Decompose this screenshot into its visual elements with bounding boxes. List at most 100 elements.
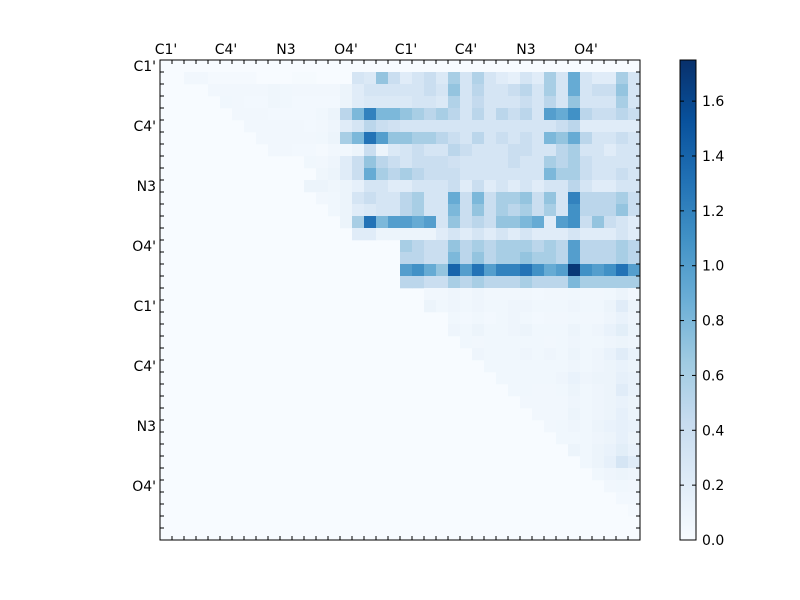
heatmap-cell	[580, 228, 593, 241]
heatmap-cell	[592, 312, 605, 325]
heatmap-cell	[556, 120, 569, 133]
heatmap-cell	[484, 72, 497, 85]
heatmap-cell	[520, 300, 533, 313]
heatmap-cell	[628, 492, 641, 505]
heatmap-cell	[544, 216, 557, 229]
heatmap-cell	[400, 204, 413, 217]
heatmap-cell	[628, 432, 641, 445]
heatmap-cell	[628, 348, 641, 361]
heatmap-cell	[328, 120, 341, 133]
heatmap-cell	[520, 108, 533, 121]
heatmap-cell	[604, 204, 617, 217]
heatmap-cell	[400, 276, 413, 289]
heatmap-cell	[604, 312, 617, 325]
heatmap-cell	[448, 276, 461, 289]
heatmap-cell	[592, 336, 605, 349]
heatmap-cell	[508, 108, 521, 121]
heatmap-cell	[544, 300, 557, 313]
heatmap-cell	[304, 120, 317, 133]
heatmap-cell	[328, 156, 341, 169]
heatmap-cell	[316, 192, 329, 205]
heatmap-cell	[472, 84, 485, 97]
heatmap-cell	[604, 264, 617, 277]
heatmap-cell	[424, 300, 437, 313]
heatmap-cell	[592, 264, 605, 277]
heatmap-cell	[628, 360, 641, 373]
heatmap-cell	[628, 336, 641, 349]
heatmap-cell	[604, 216, 617, 229]
heatmap-cell	[424, 96, 437, 109]
heatmap-cell	[256, 84, 269, 97]
heatmap-cell	[268, 84, 281, 97]
heatmap-cell	[232, 108, 245, 121]
heatmap-cell	[364, 216, 377, 229]
heatmap-cell	[484, 144, 497, 157]
heatmap-cell	[556, 408, 569, 421]
heatmap-cell	[568, 228, 581, 241]
heatmap-cell	[604, 348, 617, 361]
heatmap-cell	[388, 156, 401, 169]
heatmap-cell	[508, 288, 521, 301]
heatmap-cell	[628, 84, 641, 97]
heatmap-cell	[556, 252, 569, 265]
heatmap-cell	[544, 372, 557, 385]
heatmap-cell	[628, 420, 641, 433]
heatmap-cell	[580, 84, 593, 97]
heatmap-cell	[592, 456, 605, 469]
heatmap-cell	[340, 168, 353, 181]
heatmap-cell	[604, 276, 617, 289]
heatmap-cell	[616, 204, 629, 217]
heatmap-cell	[400, 168, 413, 181]
heatmap-cell	[400, 228, 413, 241]
y-tick-label: C4'	[133, 119, 156, 135]
heatmap-cell	[484, 156, 497, 169]
heatmap-cell	[352, 168, 365, 181]
heatmap-cell	[340, 108, 353, 121]
heatmap-cell	[532, 192, 545, 205]
heatmap-cell	[232, 72, 245, 85]
heatmap-cell	[616, 252, 629, 265]
colorbar-tick-label: 1.2	[702, 204, 724, 220]
heatmap-cell	[532, 120, 545, 133]
heatmap-cell	[256, 132, 269, 145]
heatmap-cell	[544, 72, 557, 85]
heatmap-cell	[544, 360, 557, 373]
heatmap-cell	[532, 132, 545, 145]
heatmap-cell	[520, 240, 533, 253]
heatmap-cell	[604, 132, 617, 145]
heatmap-cell	[604, 252, 617, 265]
y-tick-label: O4'	[132, 239, 156, 255]
heatmap-cell	[604, 240, 617, 253]
heatmap-ticks	[159, 59, 641, 541]
heatmap-cell	[460, 168, 473, 181]
heatmap-cell	[484, 204, 497, 217]
heatmap-cell	[544, 312, 557, 325]
heatmap-cell	[520, 156, 533, 169]
heatmap-cell	[424, 276, 437, 289]
heatmap-cell	[580, 372, 593, 385]
heatmap-cell	[496, 132, 509, 145]
heatmap-cell	[436, 228, 449, 241]
heatmap-cell	[580, 360, 593, 373]
heatmap-cell	[340, 180, 353, 193]
heatmap-cell	[628, 480, 641, 493]
heatmap-cell	[628, 228, 641, 241]
heatmap-cell	[328, 192, 341, 205]
heatmap-cell	[568, 204, 581, 217]
heatmap-cell	[616, 384, 629, 397]
heatmap-cell	[568, 396, 581, 409]
heatmap-cell	[556, 276, 569, 289]
heatmap-cell	[532, 168, 545, 181]
heatmap-cell	[424, 240, 437, 253]
heatmap-cell	[208, 84, 221, 97]
heatmap-cell	[508, 384, 521, 397]
heatmap-cell	[520, 396, 533, 409]
heatmap-cell	[424, 228, 437, 241]
heatmap-cell	[484, 336, 497, 349]
heatmap-tick-labels: C1' C4' N3 O4' C1' C4' N3 O4' C1' C4' N3 O4' C1' C4' N…	[132, 42, 598, 495]
x-tick-label: C1'	[395, 42, 418, 58]
heatmap-cell	[436, 168, 449, 181]
heatmap-cell	[628, 324, 641, 337]
heatmap-cell	[568, 384, 581, 397]
heatmap-cell	[628, 300, 641, 313]
